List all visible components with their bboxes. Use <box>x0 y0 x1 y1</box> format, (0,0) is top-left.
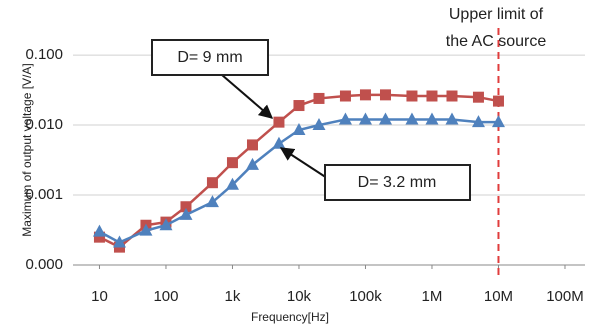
marker <box>426 90 438 102</box>
marker <box>112 235 126 248</box>
x-axis-label: Frequency[Hz] <box>251 310 329 324</box>
marker <box>179 207 193 220</box>
marker <box>246 139 258 151</box>
marker <box>139 223 153 236</box>
x-tick-label: 10 <box>91 288 108 305</box>
marker <box>312 118 326 131</box>
x-tick-label: 10k <box>287 288 312 305</box>
marker <box>225 177 239 190</box>
marker <box>406 90 418 102</box>
marker <box>378 112 392 125</box>
marker <box>159 218 173 231</box>
marker <box>293 100 305 112</box>
marker <box>359 89 371 101</box>
marker <box>313 92 325 104</box>
marker <box>338 112 352 125</box>
marker <box>491 115 505 128</box>
annotation: D= 9 mm <box>177 49 242 66</box>
y-tick-label: 0.100 <box>25 46 63 63</box>
y-tick-label: 0.001 <box>25 186 63 203</box>
x-tick-label: 100k <box>349 288 382 305</box>
annotation-box <box>151 39 269 76</box>
marker <box>93 231 105 243</box>
marker <box>272 136 286 149</box>
marker <box>273 116 285 128</box>
marker <box>245 157 259 170</box>
x-tick-label: 1k <box>225 288 241 305</box>
limit-label: the AC source <box>446 33 547 50</box>
marker <box>492 95 504 107</box>
marker <box>92 224 106 237</box>
y-tick-label: 0.010 <box>25 116 63 133</box>
marker <box>292 122 306 135</box>
plot-area: 0.000 0.001 0.010 0.100 10 100 1k 10k 100k 1M 10M 1… <box>25 28 585 305</box>
x-tick-label: 10M <box>484 288 513 305</box>
marker <box>446 90 458 102</box>
x-tick-label: 100M <box>546 288 584 305</box>
annotation-box <box>324 164 471 201</box>
marker <box>358 112 372 125</box>
marker <box>226 157 238 169</box>
arrow <box>279 147 328 179</box>
marker <box>471 115 485 128</box>
marker <box>425 112 439 125</box>
marker <box>445 112 459 125</box>
y-tick-label: 0.000 <box>25 256 63 273</box>
marker <box>405 112 419 125</box>
x-tick-label: 100 <box>153 288 178 305</box>
arrow <box>221 74 274 119</box>
marker <box>339 90 351 102</box>
marker <box>180 201 192 213</box>
x-tick-label: 1M <box>422 288 443 305</box>
limit-label: Upper limit of <box>449 6 544 23</box>
marker <box>379 89 391 101</box>
annotation: D= 3.2 mm <box>358 174 437 191</box>
y-axis-label: Maximum of output voltage [V/A] <box>20 63 34 236</box>
marker <box>206 177 218 189</box>
marker <box>472 91 484 103</box>
marker <box>205 195 219 208</box>
